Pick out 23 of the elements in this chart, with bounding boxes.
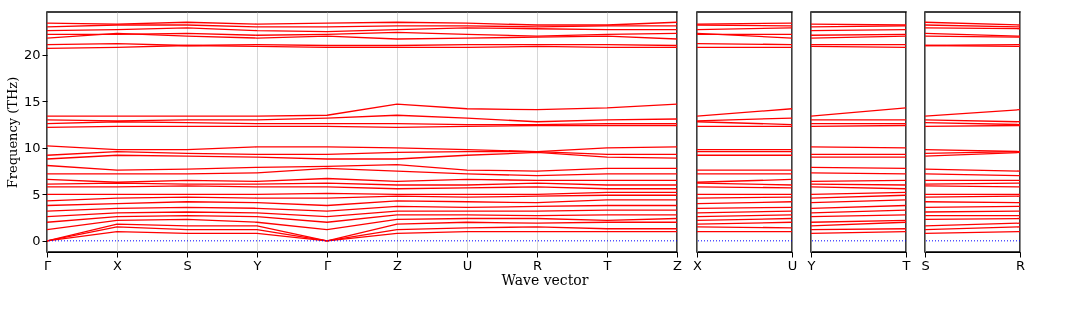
x-tick-label: S (183, 257, 192, 273)
x-tick-label: X (113, 257, 123, 273)
x-tick-label: Γ (43, 257, 52, 273)
x-tick-label: R (1015, 257, 1026, 273)
y-tick-label: 5 (32, 186, 41, 202)
x-tick-label: U (462, 257, 473, 273)
y-axis-title: Frequency (THz) (4, 76, 20, 189)
x-tick-label: Z (393, 257, 403, 273)
x-tick-label: Γ (323, 257, 332, 273)
x-tick-label: S (921, 257, 930, 273)
y-tick-label: 10 (23, 140, 41, 156)
x-tick-label: Y (806, 257, 816, 273)
x-tick-label: Y (252, 257, 262, 273)
x-axis-title: Wave vector (500, 272, 590, 288)
y-tick-label: 0 (32, 233, 41, 249)
x-tick-label: U (787, 257, 798, 273)
x-tick-label: R (532, 257, 543, 273)
y-tick-label: 15 (23, 93, 41, 109)
x-tick-label: T (901, 257, 911, 273)
x-tick-label: Z (673, 257, 683, 273)
x-tick-label: X (693, 257, 703, 273)
y-tick-label: 20 (23, 47, 41, 63)
x-tick-label: T (602, 257, 612, 273)
